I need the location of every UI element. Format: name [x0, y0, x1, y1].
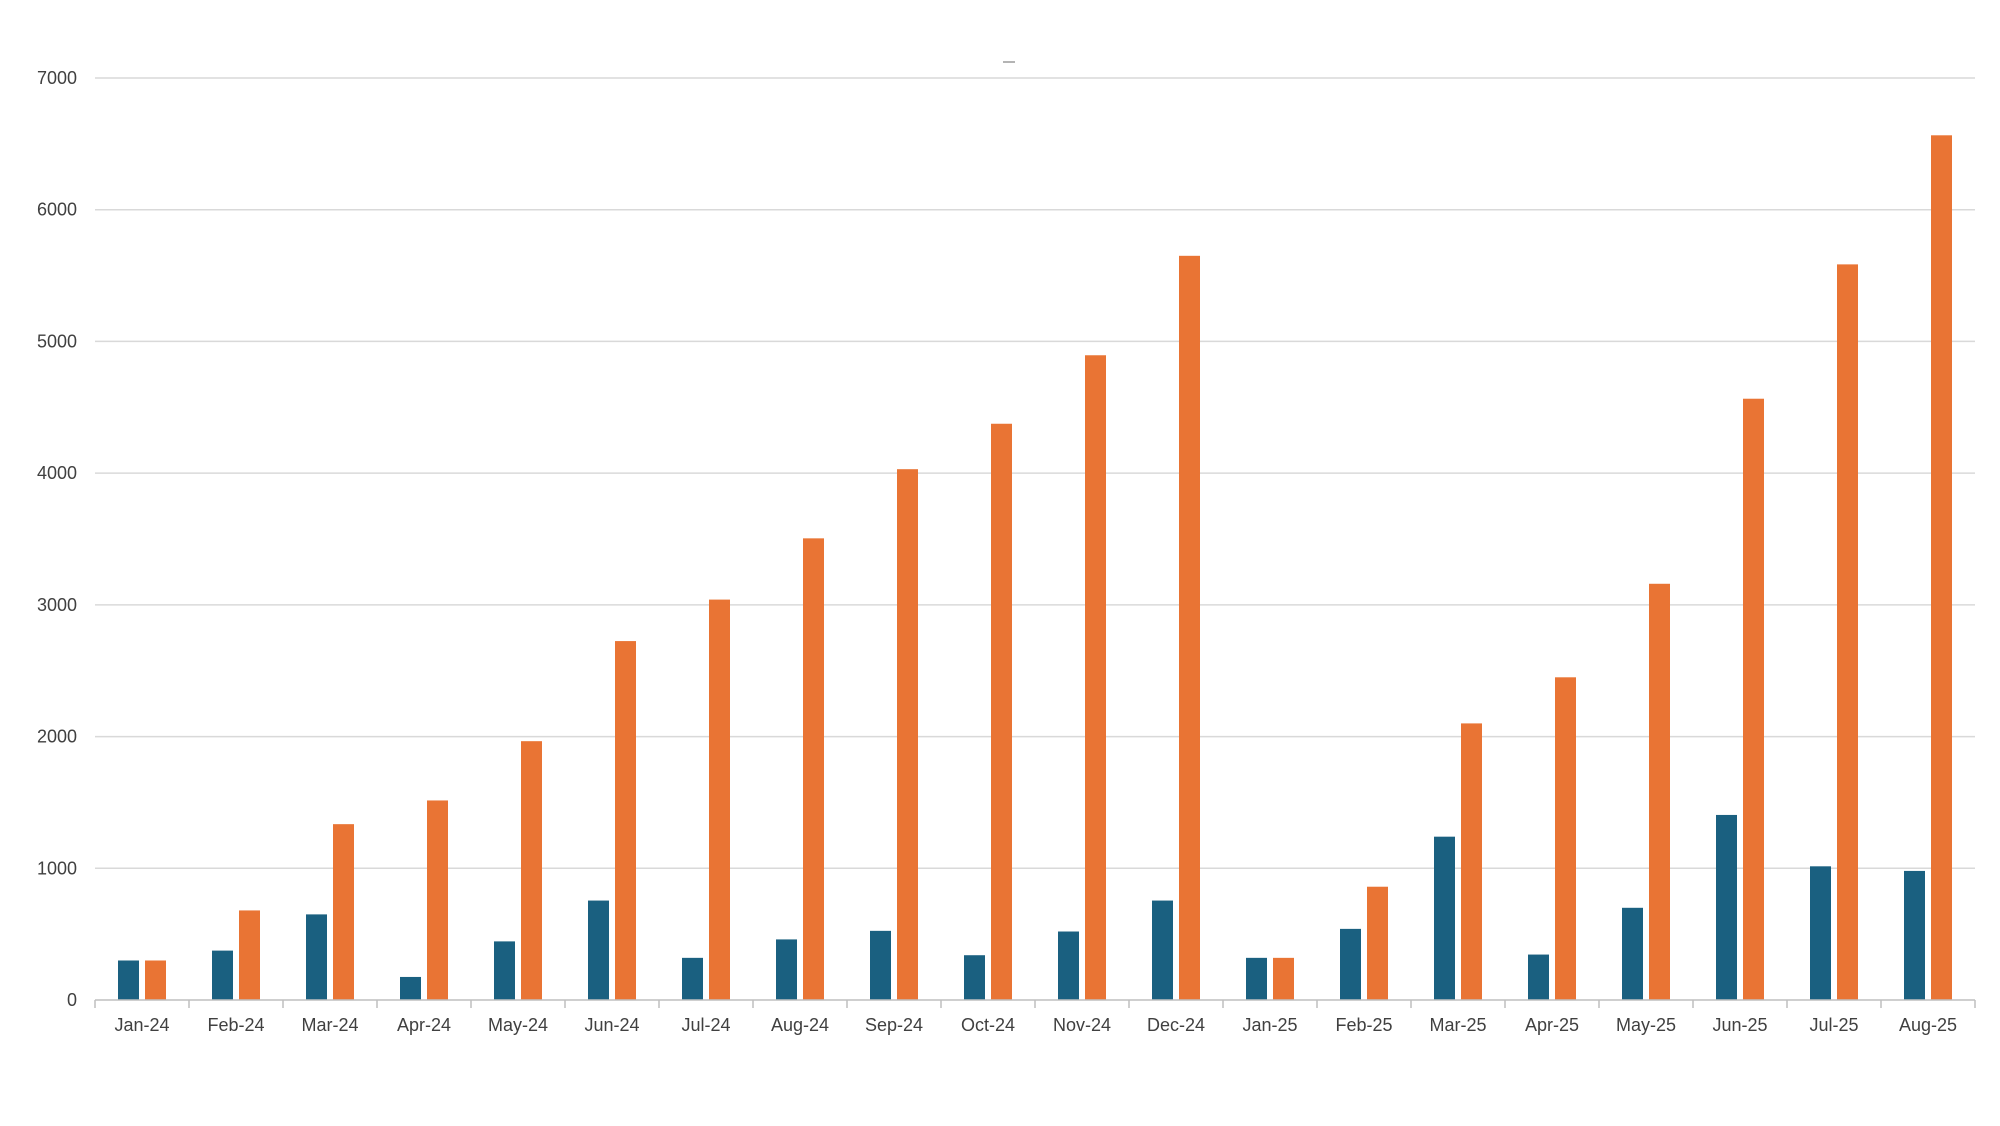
bar-series-2-Jan-24 — [145, 960, 166, 1000]
bar-series-1-Feb-25 — [1340, 928, 1361, 1000]
x-tick-label: Apr-24 — [397, 1015, 451, 1035]
bar-series-1-Jun-25 — [1716, 814, 1737, 1000]
bar-series-1-Oct-24 — [964, 955, 985, 1000]
bar-series-2-Mar-25 — [1461, 723, 1482, 1000]
y-tick-label: 4000 — [37, 463, 77, 483]
bar-series-2-Dec-24 — [1179, 255, 1200, 1001]
x-tick-label: Jan-24 — [114, 1015, 169, 1035]
bars — [118, 135, 1952, 1001]
bar-series-1-Feb-24 — [212, 950, 233, 1000]
bar-series-2-May-24 — [521, 741, 542, 1000]
bar-series-1-Aug-25 — [1904, 870, 1925, 1000]
x-tick-label: Oct-24 — [961, 1015, 1015, 1035]
bar-series-1-Jul-24 — [682, 957, 703, 1000]
bar-series-1-Mar-25 — [1434, 836, 1455, 1000]
x-tick-label: May-25 — [1616, 1015, 1676, 1035]
y-tick-label: 0 — [67, 990, 77, 1010]
bar-series-2-Oct-24 — [991, 423, 1012, 1000]
y-axis-tick-labels: 0 1000 2000 3000 4000 5000 6000 7000 — [37, 68, 77, 1010]
y-tick-label: 2000 — [37, 727, 77, 747]
y-tick-label: 5000 — [37, 331, 77, 351]
bar-series-2-Aug-24 — [803, 538, 824, 1000]
x-tick-label: Sep-24 — [865, 1015, 923, 1035]
bar-series-2-Jun-24 — [615, 641, 636, 1000]
bar-series-1-May-25 — [1622, 907, 1643, 1000]
bar-series-2-Jun-25 — [1743, 398, 1764, 1001]
bar-series-2-Jul-24 — [709, 599, 730, 1000]
bar-series-1-Jun-24 — [588, 900, 609, 1000]
x-tick-label: Nov-24 — [1053, 1015, 1111, 1035]
bar-series-2-Apr-24 — [427, 800, 448, 1000]
bar-series-2-Apr-25 — [1555, 677, 1576, 1000]
bar-series-2-Jul-25 — [1837, 264, 1858, 1000]
x-tick-label: May-24 — [488, 1015, 548, 1035]
bar-series-2-May-25 — [1649, 583, 1670, 1000]
x-tick-label: Jun-24 — [584, 1015, 639, 1035]
x-tick-label: Feb-25 — [1335, 1015, 1392, 1035]
bar-series-1-Apr-25 — [1528, 954, 1549, 1000]
x-tick-label: Jul-25 — [1809, 1015, 1858, 1035]
bar-series-1-Apr-24 — [400, 976, 421, 1000]
bar-series-1-Nov-24 — [1058, 931, 1079, 1000]
bar-series-1-Jan-25 — [1246, 957, 1267, 1000]
x-tick-label: Jun-25 — [1712, 1015, 1767, 1035]
bar-series-1-Jan-24 — [118, 960, 139, 1000]
bar-series-1-Mar-24 — [306, 914, 327, 1000]
bar-series-2-Jan-25 — [1273, 957, 1294, 1000]
x-tick-label: Apr-25 — [1525, 1015, 1579, 1035]
bar-series-2-Feb-25 — [1367, 886, 1388, 1000]
x-tick-label: Mar-25 — [1429, 1015, 1486, 1035]
x-tick-label: Feb-24 — [207, 1015, 264, 1035]
x-tick-label: Dec-24 — [1147, 1015, 1205, 1035]
bar-series-1-Aug-24 — [776, 939, 797, 1000]
y-tick-label: 6000 — [37, 200, 77, 220]
x-tick-label: Jul-24 — [681, 1015, 730, 1035]
x-tick-label: Aug-24 — [771, 1015, 829, 1035]
y-tick-label: 3000 — [37, 595, 77, 615]
bar-series-1-May-24 — [494, 941, 515, 1000]
bar-series-1-Jul-25 — [1810, 866, 1831, 1000]
bar-series-2-Nov-24 — [1085, 355, 1106, 1001]
bar-series-1-Dec-24 — [1152, 900, 1173, 1000]
x-tick-label: Aug-25 — [1899, 1015, 1957, 1035]
bar-series-2-Feb-24 — [239, 910, 260, 1000]
x-axis — [94, 999, 1976, 1008]
x-tick-label: Mar-24 — [301, 1015, 358, 1035]
bar-series-2-Aug-25 — [1931, 135, 1952, 1000]
x-tick-label: Jan-25 — [1242, 1015, 1297, 1035]
bar-series-2-Sep-24 — [897, 469, 918, 1001]
gridlines — [95, 77, 1975, 870]
bar-series-2-Mar-24 — [333, 824, 354, 1000]
x-axis-tick-labels: Jan-24 Feb-24 Mar-24 Apr-24 May-24 Jun-24 Jul-… — [114, 1015, 1957, 1035]
bar-series-1-Sep-24 — [870, 930, 891, 1000]
y-tick-label: 1000 — [37, 858, 77, 878]
y-tick-label: 7000 — [37, 68, 77, 88]
